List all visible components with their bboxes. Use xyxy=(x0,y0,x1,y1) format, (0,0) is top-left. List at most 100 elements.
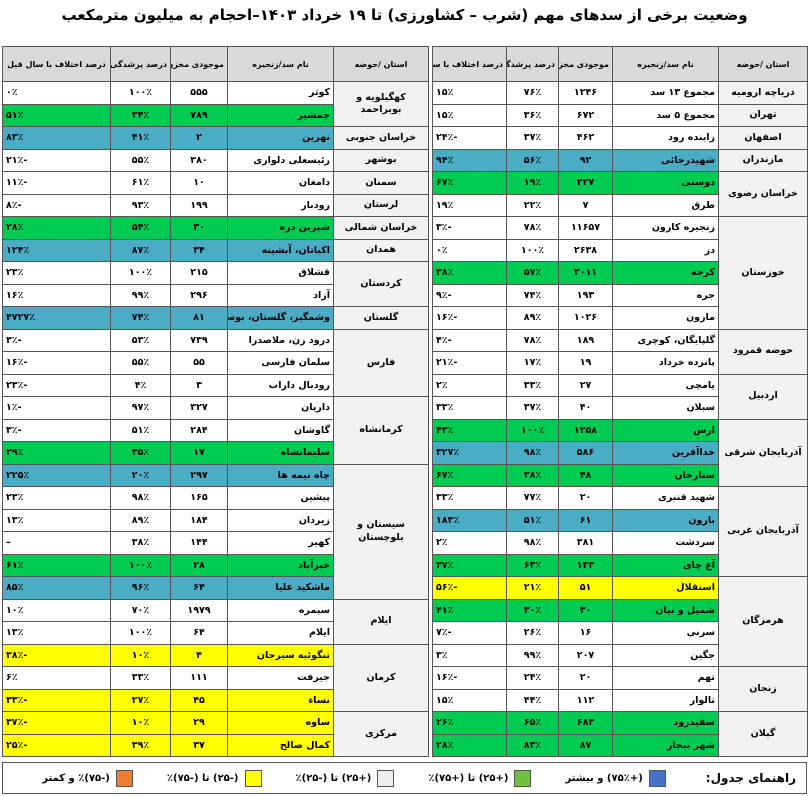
table-row: شهر بیجار ۸۷ ۸۳٪ ۲۸٪ xyxy=(432,733,808,757)
reservoir-volume: ۹۲ xyxy=(558,148,613,172)
fill-percent: ۳۵٪ xyxy=(110,441,171,465)
table-row: تالوار ۱۱۲ ۴۴٪ ۱۵٪ xyxy=(432,688,808,712)
change-percent: ۲٪ xyxy=(432,373,507,397)
province: زنجان xyxy=(718,666,808,712)
reservoir-volume: ۵۵ xyxy=(170,351,228,375)
change-percent: -۳۷٪ xyxy=(2,711,111,735)
fill-percent: ۳۶٪ xyxy=(506,103,559,127)
change-percent: ۱۶٪ xyxy=(2,283,111,307)
reservoir-volume: ۲۸۴ xyxy=(170,418,228,442)
reservoir-volume: ۱۹۷۹ xyxy=(170,598,228,622)
reservoir-volume: ۷۸۹ xyxy=(170,103,228,127)
province: ایلام xyxy=(333,598,429,645)
table-row: خراسان جنوبی نهرین ۲ ۴۱٪ ۸۳٪ xyxy=(2,126,429,150)
dam-name: دامغان xyxy=(227,171,334,195)
reservoir-volume: ۲ xyxy=(170,126,228,150)
dam-name: زاینده رود xyxy=(612,126,719,150)
reservoir-volume: ۶۴ xyxy=(170,576,228,600)
table-row: ایلام ۶۴ ۱۰۰٪ ۱۳٪ xyxy=(2,621,429,645)
fill-percent: ۵۵٪ xyxy=(110,351,171,375)
fill-percent: ۳۷٪ xyxy=(506,396,559,420)
dam-name: یامچی xyxy=(612,373,719,397)
province: تهران xyxy=(718,103,808,127)
dam-name: رودبال داراب xyxy=(227,373,334,397)
province: خراسان شمالی xyxy=(333,216,429,240)
change-percent: -۲۱٪ xyxy=(2,148,111,172)
fill-percent: ۵۱٪ xyxy=(110,418,171,442)
change-percent: -۱٪ xyxy=(2,396,111,420)
dam-name: تنگوئیه سیرجان xyxy=(227,643,334,667)
table-row: کهگیلویه و بویراحمد کوثر ۵۵۵ ۱۰۰٪ ۰٪ xyxy=(2,81,429,127)
change-percent: ۳۲۷٪ xyxy=(432,441,507,465)
province: اردبیل xyxy=(718,373,808,420)
table-row: مازندران شهیدرجائی ۹۲ ۵۶٪ ۹۴٪ xyxy=(432,148,808,172)
column-header: استان /حوضه xyxy=(333,46,429,82)
reservoir-volume: ۳۰۱۱ xyxy=(558,261,613,285)
change-percent: ۹۴٪ xyxy=(432,148,507,172)
reservoir-volume: ۱۱۶۵۷ xyxy=(558,216,613,240)
reservoir-volume: ۲۱۵ xyxy=(170,261,228,285)
reservoir-volume: ۱۹۳ xyxy=(558,283,613,307)
province: آذربایجان شرقی xyxy=(718,418,808,487)
dam-name: طرق xyxy=(612,193,719,217)
dam-name: گاوشان xyxy=(227,418,334,442)
reservoir-volume: ۴۰ xyxy=(558,396,613,420)
reservoir-volume: ۱۲۴۶ xyxy=(558,81,613,105)
column-header: درصد پرشدگی xyxy=(110,46,171,82)
legend-label: (-۷۵)٪ و کمتر xyxy=(42,772,110,784)
table-row: ایلام سیمره ۱۹۷۹ ۷۰٪ ۱۰٪ xyxy=(2,598,429,645)
table-row: سلیمانشاه ۱۷ ۳۵٪ ۲۹٪ xyxy=(2,441,429,465)
fill-percent: ۲۴٪ xyxy=(506,666,559,690)
reservoir-volume: ۲۹۶ xyxy=(170,283,228,307)
reservoir-volume: ۱۰ xyxy=(170,171,228,195)
change-percent: ۶۷٪ xyxy=(432,463,507,487)
table-row: نساء ۴۵ ۲۷٪ -۳۳٪ xyxy=(2,688,429,712)
dam-name: رئیسعلی دلواری xyxy=(227,148,334,172)
dam-name: چمشیر xyxy=(227,103,334,127)
reservoir-volume: ۱۰۲۶ xyxy=(558,306,613,330)
fill-percent: ۱۰۰٪ xyxy=(110,553,171,577)
reservoir-volume: ۳۰ xyxy=(170,216,228,240)
fill-percent: ۶۱٪ xyxy=(110,171,171,195)
change-percent: -۱۶٪ xyxy=(432,306,507,330)
change-percent: -۹٪ xyxy=(432,283,507,307)
reservoir-volume: ۱۹۹ xyxy=(170,193,228,217)
change-percent: ۶۱٪ xyxy=(2,553,111,577)
change-percent: -۳٪ xyxy=(2,418,111,442)
table-row: آزاد ۲۹۶ ۹۹٪ ۱۶٪ xyxy=(2,283,429,307)
fill-percent: ۱۰٪ xyxy=(110,643,171,667)
fill-percent: ۸۷٪ xyxy=(110,238,171,262)
table-row: کهیر ۱۴۴ ۳۸٪ – xyxy=(2,531,429,555)
change-percent: -۴٪ xyxy=(432,328,507,352)
table-row: خراسان رضوی دوستی ۲۲۷ ۱۹٪ ۶۷٪ xyxy=(432,171,808,217)
reservoir-volume: ۱۱۱ xyxy=(170,666,228,690)
dam-name: سبلان xyxy=(612,396,719,420)
change-percent: ۳۸٪ xyxy=(432,261,507,285)
change-percent: ۴۷۲۷٪ xyxy=(2,306,111,330)
province: خراسان جنوبی xyxy=(333,126,429,150)
reservoir-volume: ۳۰ xyxy=(558,598,613,622)
province: بوشهر xyxy=(333,148,429,172)
dam-name: مجموع ۱۳ سد xyxy=(612,81,719,105)
column-header: نام سد/زنجیره xyxy=(227,46,334,82)
legend-label: (+۲۵) تا (-۲۵)٪ xyxy=(295,772,372,784)
change-percent: ۳۳٪ xyxy=(432,396,507,420)
reservoir-volume: ۲۲۷ xyxy=(558,171,613,195)
legend-label: (-۲۵) تا (-۷۵)٪ xyxy=(166,772,239,784)
reservoir-volume: ۶۱ xyxy=(558,508,613,532)
legend-label: (+۲۵) تا (+۷۵)٪ xyxy=(428,772,509,784)
fill-percent: ۱۰۰٪ xyxy=(110,621,171,645)
reservoir-volume: ۴۶۲ xyxy=(558,126,613,150)
province: حوضه قمرود xyxy=(718,328,808,375)
dam-name: سرنی xyxy=(612,621,719,645)
reservoir-volume: ۷ xyxy=(558,193,613,217)
table-row: گاوشان ۲۸۴ ۵۱٪ -۳٪ xyxy=(2,418,429,442)
table-row: آذربایجان شرقی ارس ۱۲۵۸ ۱۰۰٪ ۴۳٪ xyxy=(432,418,808,487)
dam-name: آغ چای xyxy=(612,553,719,577)
table-row: ستارخان ۴۸ ۳۸٪ ۶۷٪ xyxy=(432,463,808,487)
fill-percent: ۱۹٪ xyxy=(506,171,559,195)
dam-name: تهم xyxy=(612,666,719,690)
table-row: خوزستان زنجیره کارون ۱۱۶۵۷ ۷۸٪ -۳٪ xyxy=(432,216,808,330)
